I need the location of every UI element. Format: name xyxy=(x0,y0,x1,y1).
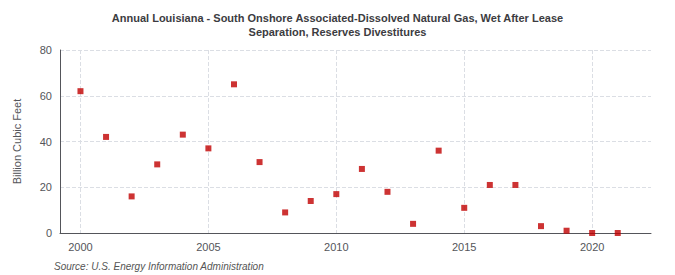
svg-text:2010: 2010 xyxy=(324,241,348,253)
svg-text:60: 60 xyxy=(40,90,52,102)
svg-text:40: 40 xyxy=(40,136,52,148)
svg-text:Annual Louisiana - South Onsho: Annual Louisiana - South Onshore Associa… xyxy=(112,12,563,24)
svg-text:2000: 2000 xyxy=(68,241,92,253)
svg-text:2020: 2020 xyxy=(580,241,604,253)
svg-text:20: 20 xyxy=(40,181,52,193)
svg-text:2015: 2015 xyxy=(452,241,476,253)
svg-text:2005: 2005 xyxy=(196,241,220,253)
svg-text:Billion Cubic Feet: Billion Cubic Feet xyxy=(11,99,23,185)
svg-text:Source: U.S. Energy Informatio: Source: U.S. Energy Information Administ… xyxy=(54,261,264,272)
svg-text:0: 0 xyxy=(46,227,52,239)
svg-text:Separation, Reserves Divestitu: Separation, Reserves Divestitures xyxy=(249,26,427,38)
svg-text:80: 80 xyxy=(40,44,52,56)
